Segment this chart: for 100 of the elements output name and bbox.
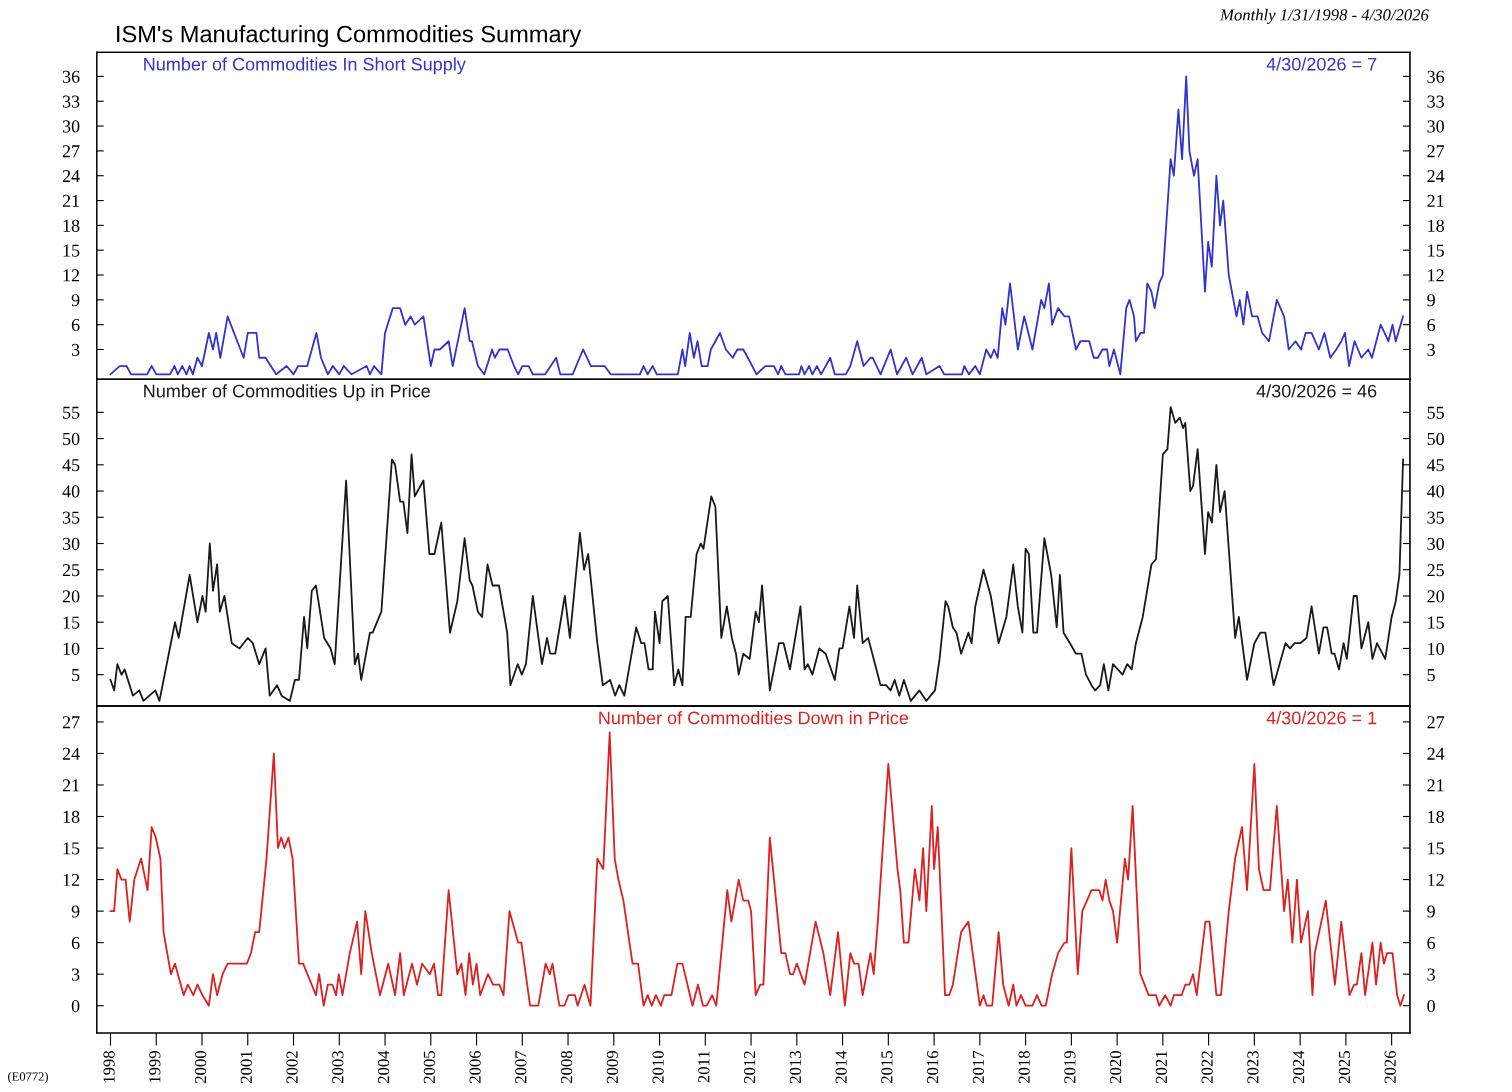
x-tick-label: 2002 xyxy=(286,1051,298,1083)
x-tick-label: 2009 xyxy=(606,1051,618,1083)
x-tick-label: 2015 xyxy=(881,1051,893,1083)
y2-tick-label: 27 xyxy=(1427,716,1445,729)
text: (E0772) xyxy=(8,1071,48,1084)
y2-tick-label: 30 xyxy=(1427,120,1444,133)
chart-subtitle: Monthly 1/31/1998 - 4/30/2026 xyxy=(1219,8,1429,24)
y-tick-label: 24 xyxy=(62,747,80,760)
y2-tick-label: 10 xyxy=(1428,642,1444,655)
y2-tick-label: 15 xyxy=(1428,616,1444,629)
y-tick-label: 5 xyxy=(72,669,80,682)
x-tick-label: 2014 xyxy=(835,1050,847,1083)
y-tick-label: 36 xyxy=(62,70,80,83)
y-tick-label: 18 xyxy=(63,219,80,232)
x-tick-label: 2001 xyxy=(240,1051,252,1083)
y-tick-label: 3 xyxy=(71,968,80,981)
y-tick-label: 35 xyxy=(62,511,80,524)
y2-tick-label: 27 xyxy=(1427,145,1445,158)
y-tick-label: 9 xyxy=(71,905,80,918)
series-label: Number of Commodities Down in Price xyxy=(599,711,909,725)
y-tick-label: 20 xyxy=(62,590,80,603)
y-tick-label: 21 xyxy=(62,194,80,207)
y2-tick-label: 40 xyxy=(1426,485,1444,498)
x-tick-label: 2011 xyxy=(698,1051,710,1083)
x-tick-label: 2013 xyxy=(789,1051,801,1083)
y2-tick-label: 9 xyxy=(1427,294,1435,307)
y2-tick-label: 20 xyxy=(1427,590,1444,603)
y-tick-label: 15 xyxy=(63,244,80,257)
y2-tick-label: 50 xyxy=(1427,432,1444,446)
x-tick-label: 2025 xyxy=(1338,1051,1351,1083)
y-tick-label: 45 xyxy=(62,459,80,472)
annotation: 4/30/2026 = 46 xyxy=(1256,384,1377,398)
y2-tick-label: 21 xyxy=(1427,194,1444,207)
y-tick-label: 21 xyxy=(62,779,80,792)
x-tick-label: 1999 xyxy=(149,1051,161,1083)
y-tick-label: 9 xyxy=(71,294,80,307)
annotation: 4/30/2026 = 1 xyxy=(1266,711,1377,725)
x-tick-label: 2006 xyxy=(469,1050,481,1083)
y2-tick-label: 12 xyxy=(1428,269,1444,282)
y2-tick-label: 3 xyxy=(1427,343,1435,356)
x-tick-label: 2012 xyxy=(743,1051,756,1083)
x-tick-label: 2019 xyxy=(1064,1051,1076,1083)
x-tick-label: 2008 xyxy=(560,1051,573,1083)
x-tick-label: 2026 xyxy=(1384,1050,1396,1083)
y-tick-label: 33 xyxy=(62,95,80,108)
y2-tick-label: 36 xyxy=(1427,70,1445,83)
annotation: 4/30/2026 = 7 xyxy=(1266,57,1377,71)
y-tick-label: 0 xyxy=(71,999,80,1013)
x-tick-label: 2020 xyxy=(1110,1051,1122,1083)
y-tick-label: 27 xyxy=(62,716,80,729)
x-tick-label: 2005 xyxy=(423,1051,435,1083)
y2-tick-label: 9 xyxy=(1427,905,1435,918)
y-tick-label: 10 xyxy=(63,642,80,655)
y2-tick-label: 6 xyxy=(1427,936,1436,950)
y2-tick-label: 24 xyxy=(1427,747,1445,760)
y2-tick-label: 5 xyxy=(1427,669,1435,682)
x-tick-label: 2023 xyxy=(1247,1051,1259,1083)
y-tick-label: 18 xyxy=(63,810,80,823)
y-tick-label: 12 xyxy=(63,269,80,282)
y-tick-label: 30 xyxy=(62,120,80,133)
line-series xyxy=(109,406,1404,702)
y2-tick-label: 30 xyxy=(1427,537,1444,550)
line-series xyxy=(109,731,1405,1007)
y-tick-label: 12 xyxy=(63,873,80,886)
y2-tick-label: 6 xyxy=(1427,318,1436,332)
x-tick-label: 2024 xyxy=(1293,1050,1305,1083)
y2-tick-label: 24 xyxy=(1427,170,1445,182)
y-tick-label: 30 xyxy=(62,537,80,550)
text: Number of Commodities Up in Price xyxy=(144,384,430,402)
y2-tick-label: 18 xyxy=(1428,810,1444,823)
y2-tick-label: 15 xyxy=(1428,244,1444,257)
y2-tick-label: 45 xyxy=(1426,459,1444,472)
y2-tick-label: 35 xyxy=(1427,511,1444,524)
x-tick-label: 2016 xyxy=(927,1050,939,1083)
y-tick-label: 3 xyxy=(71,343,80,356)
x-tick-label: 2018 xyxy=(1018,1051,1030,1083)
x-tick-label: 2000 xyxy=(194,1051,207,1083)
y-tick-label: 25 xyxy=(62,564,80,577)
y2-tick-label: 25 xyxy=(1427,564,1444,577)
x-tick-label: 2007 xyxy=(515,1050,527,1083)
x-tick-label: 2017 xyxy=(972,1050,985,1083)
y-tick-label: 6 xyxy=(71,936,80,950)
x-tick-label: 1998 xyxy=(103,1051,115,1083)
x-tick-label: 2022 xyxy=(1201,1051,1213,1083)
y-tick-label: 55 xyxy=(63,406,80,419)
y-tick-label: 40 xyxy=(62,485,80,498)
x-tick-label: 2021 xyxy=(1155,1051,1168,1083)
y2-tick-label: 12 xyxy=(1428,873,1444,886)
x-tick-label: 2003 xyxy=(332,1051,344,1083)
y2-tick-label: 15 xyxy=(1428,842,1444,855)
x-tick-label: 2010 xyxy=(652,1051,664,1083)
y2-tick-label: 0 xyxy=(1427,999,1435,1013)
y-tick-label: 24 xyxy=(62,170,80,182)
y-tick-label: 27 xyxy=(62,145,80,158)
y2-tick-label: 55 xyxy=(1427,406,1444,419)
y2-tick-label: 3 xyxy=(1427,968,1435,981)
y-tick-label: 15 xyxy=(63,842,80,855)
y-tick-label: 6 xyxy=(71,318,80,332)
y2-tick-label: 18 xyxy=(1428,219,1444,232)
y2-tick-label: 33 xyxy=(1427,95,1444,108)
